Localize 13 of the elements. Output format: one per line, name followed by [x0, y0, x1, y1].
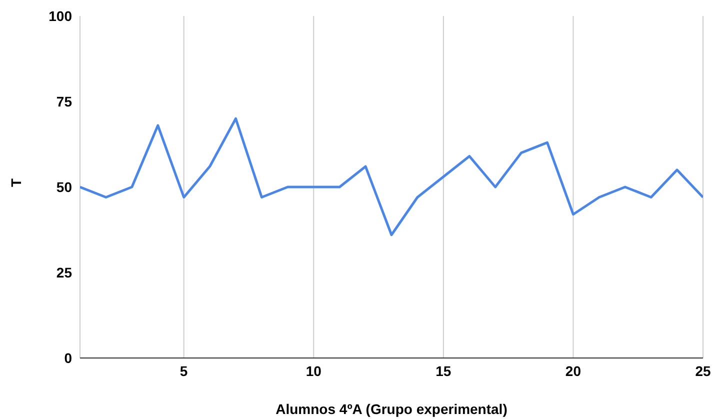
- y-tick-label: 50: [56, 178, 72, 195]
- x-axis-title: Alumnos 4ºA (Grupo experimental): [276, 401, 508, 417]
- y-tick-label: 0: [64, 350, 72, 366]
- y-tick-label: 100: [48, 8, 72, 24]
- y-tick-label: 25: [56, 264, 72, 280]
- x-tick-label: 25: [695, 362, 711, 379]
- y-axis-title: T: [8, 178, 24, 187]
- x-tick-label: 10: [306, 362, 322, 379]
- x-tick-label: 20: [565, 362, 582, 379]
- x-tick-label: 15: [436, 362, 452, 379]
- line-series: [80, 117, 703, 236]
- y-tick-label: 75: [56, 93, 72, 110]
- x-tick-label: 5: [180, 362, 188, 379]
